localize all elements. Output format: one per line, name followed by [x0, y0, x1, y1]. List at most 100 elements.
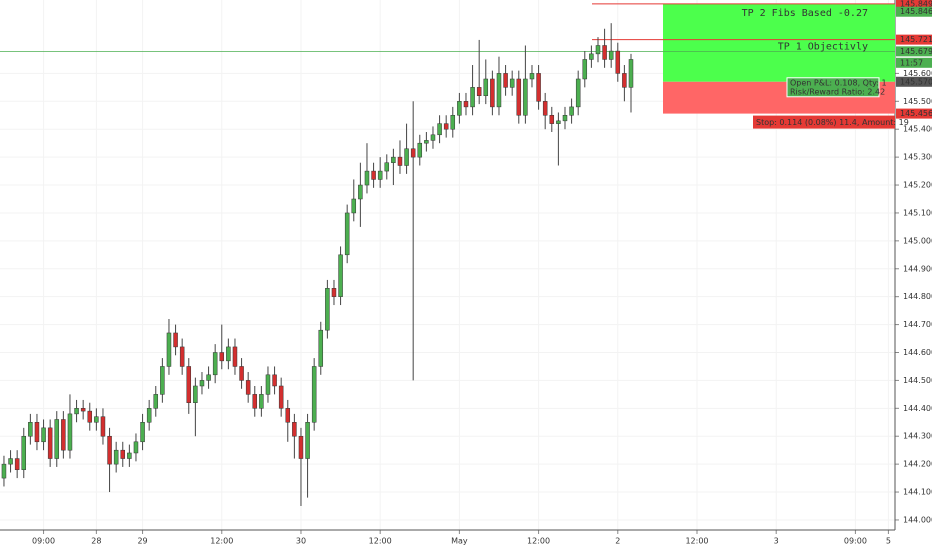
candle-body [21, 435, 27, 470]
stop-label: Stop: 0.114 (0.08%) 11.4, Amount: 19 [756, 118, 909, 127]
candle-body [615, 50, 621, 74]
candle-body [318, 329, 324, 367]
candle-body [166, 332, 172, 367]
candle-body [417, 142, 423, 158]
y-tick-label: 144.900 [903, 264, 932, 273]
candle-body [542, 101, 548, 116]
candle-body [351, 198, 357, 214]
candle-body [483, 78, 489, 96]
candle-body [140, 422, 145, 443]
y-tick-label: 144.400 [903, 404, 932, 413]
candle-body [278, 385, 284, 409]
candle-body [496, 73, 502, 108]
y-tick-label: 145.500 [903, 97, 932, 106]
candle-body [232, 346, 238, 367]
candle-body [94, 416, 99, 423]
candle-body [219, 352, 225, 362]
candle-body [160, 366, 165, 395]
price-badge-label: 145.679 [900, 47, 932, 56]
price-badge-label: 145.721 [900, 35, 932, 44]
candle-body [153, 394, 159, 409]
candle-body [575, 78, 581, 108]
candle-body [377, 170, 383, 180]
candle-body [503, 73, 508, 88]
candle-body [476, 87, 482, 96]
candle-body [589, 53, 594, 60]
candle-body [338, 254, 343, 297]
candle-body [239, 366, 244, 381]
candle-body [298, 435, 304, 459]
candle-body [87, 410, 93, 423]
candle-body [608, 50, 614, 60]
candle-body [509, 78, 515, 88]
price-badge [896, 108, 932, 119]
candle-body [186, 366, 192, 403]
candle-body [226, 346, 231, 362]
candle-body [252, 394, 258, 409]
candle-body [344, 212, 350, 256]
candle-body [41, 427, 46, 443]
candle-body [397, 156, 403, 166]
candle-body [523, 78, 528, 116]
x-tick-label: May [451, 537, 468, 546]
x-tick-label: 3 [774, 537, 779, 546]
candle-body [595, 45, 601, 55]
x-tick-label: 30 [296, 537, 306, 546]
candle-body [569, 106, 574, 116]
candle-body [245, 380, 251, 395]
candle-body [628, 59, 634, 88]
y-tick-label: 144.000 [903, 515, 932, 524]
candle-body [127, 452, 132, 459]
price-badge-label: 145.846 [900, 7, 932, 16]
candle-body [549, 115, 555, 124]
candle-body [179, 346, 185, 367]
y-tick-label: 144.500 [903, 376, 932, 385]
candle-body [212, 352, 218, 376]
x-tick-label: 09:00 [32, 537, 55, 546]
candle-body [325, 288, 330, 331]
candle-body [311, 366, 317, 423]
candle-body [54, 419, 60, 459]
x-tick-label: 09:00 [844, 537, 867, 546]
x-tick-label: 12:00 [369, 537, 392, 546]
price-badge [896, 34, 932, 45]
candle-body [206, 374, 211, 381]
y-tick-label: 145.400 [903, 125, 932, 134]
candle-body [424, 140, 429, 144]
candle-body [1, 463, 7, 479]
candle-body [331, 288, 337, 297]
candle-body [556, 120, 561, 124]
candle-body [463, 101, 469, 108]
candle-body [358, 184, 363, 200]
candle-body [120, 449, 126, 459]
candle-body [443, 123, 449, 130]
y-tick-label: 145.200 [903, 181, 932, 190]
candle-body [516, 78, 522, 116]
candle-body [61, 419, 66, 451]
candle-body [34, 422, 40, 443]
price-badge-label: 145.849 [900, 0, 932, 8]
pnl-label: Open P&L: 0.108, Qty: 1 [790, 78, 887, 87]
candle-body [199, 380, 205, 387]
candle-body [173, 332, 178, 348]
pnl-box [786, 77, 880, 98]
x-tick-label: 5 [886, 537, 891, 546]
candle-body [371, 170, 376, 180]
y-tick-label: 144.200 [903, 460, 932, 469]
x-tick-label: 29 [137, 537, 147, 546]
y-tick-label: 145.600 [903, 69, 932, 78]
x-tick-label: 2 [615, 537, 620, 546]
price-badge-label: 11:57 [900, 58, 923, 67]
candle-body [113, 449, 119, 465]
x-tick-label: 12:00 [685, 537, 708, 546]
price-badge [896, 0, 932, 9]
candle-body [529, 73, 535, 80]
price-badge [896, 76, 932, 87]
y-tick-label: 145.000 [903, 236, 932, 245]
y-tick-label: 145.300 [903, 153, 932, 162]
candle-body [404, 148, 409, 166]
candle-body [14, 458, 20, 470]
candle-body [285, 408, 291, 423]
candle-body [384, 162, 390, 172]
candle-body [146, 408, 152, 423]
